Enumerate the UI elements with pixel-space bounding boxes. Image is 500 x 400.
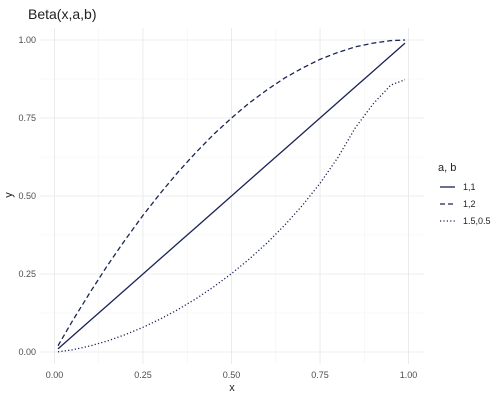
x-tick-label: 0.00	[46, 370, 64, 380]
x-tick-label: 0.75	[311, 370, 329, 380]
legend-label-1: 1,1	[463, 182, 476, 192]
y-tick-label: 0.00	[18, 347, 36, 357]
series-lines	[57, 39, 406, 353]
y-tick-label: 1.00	[18, 35, 36, 45]
series-line-2	[57, 39, 406, 347]
y-tick-label: 0.75	[18, 113, 36, 123]
y-tick-label: 0.50	[18, 191, 36, 201]
chart-title: Beta(x,a,b)	[28, 6, 96, 22]
x-axis-title: x	[229, 382, 235, 394]
legend-label-3: 1.5,0.5	[463, 216, 491, 226]
y-tick-label: 0.25	[18, 269, 36, 279]
series-line-1	[57, 42, 406, 350]
legend-label-2: 1,2	[463, 199, 476, 209]
legend-title: a, b	[438, 162, 456, 174]
y-axis-ticks: 0.00 0.25 0.50 0.75 1.00	[18, 35, 36, 357]
x-tick-label: 0.25	[134, 370, 152, 380]
x-axis-ticks: 0.00 0.25 0.50 0.75 1.00	[46, 370, 418, 380]
y-axis-title: y	[3, 192, 15, 198]
x-tick-label: 1.00	[400, 370, 418, 380]
x-tick-label: 0.50	[223, 370, 241, 380]
legend: a, b 1,1 1,2 1.5,0.5	[438, 162, 491, 226]
